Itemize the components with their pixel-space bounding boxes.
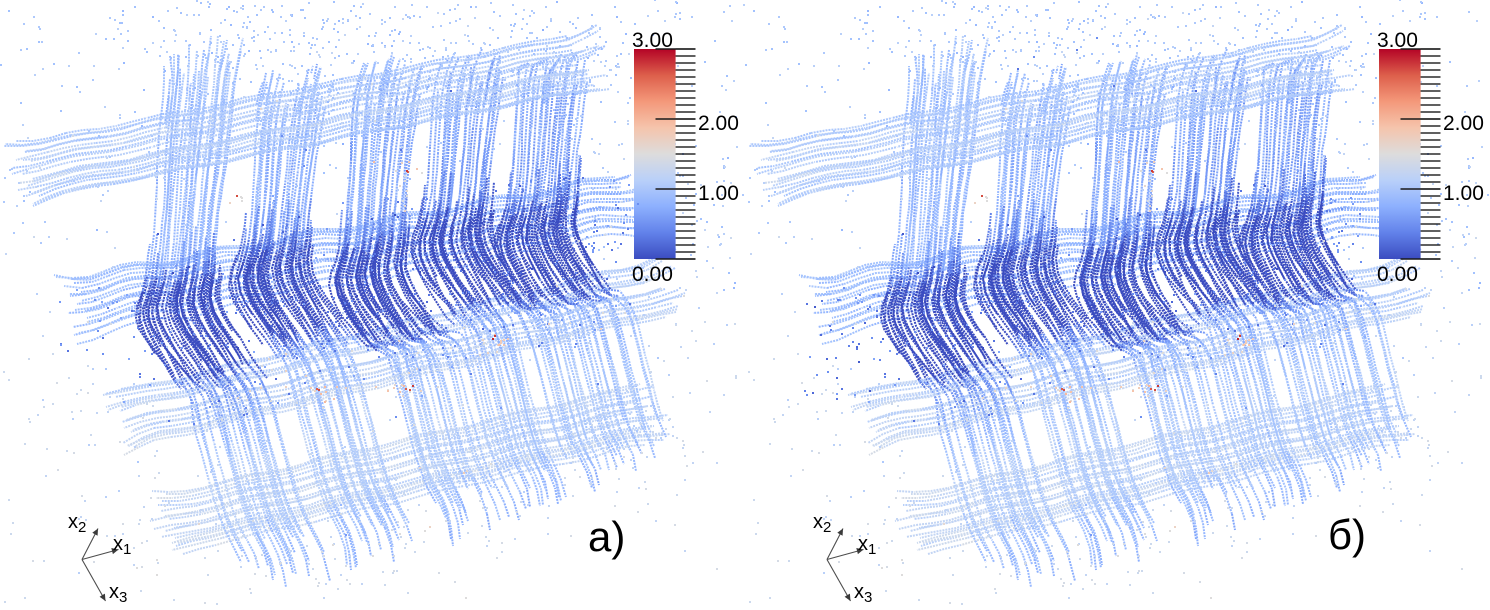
svg-text:1: 1 [123,541,131,558]
svg-text:3.00: 3.00 [632,29,673,52]
svg-text:1.00: 1.00 [698,182,739,205]
svg-text:3: 3 [119,589,127,606]
svg-text:0.00: 0.00 [632,263,673,286]
svg-text:x: x [68,511,78,533]
svg-text:2.00: 2.00 [698,112,739,135]
svg-text:б): б) [1328,511,1366,558]
svg-text:x: x [109,581,119,603]
svg-text:2: 2 [78,519,86,536]
svg-text:а): а) [588,513,625,560]
svg-text:x: x [113,533,123,555]
